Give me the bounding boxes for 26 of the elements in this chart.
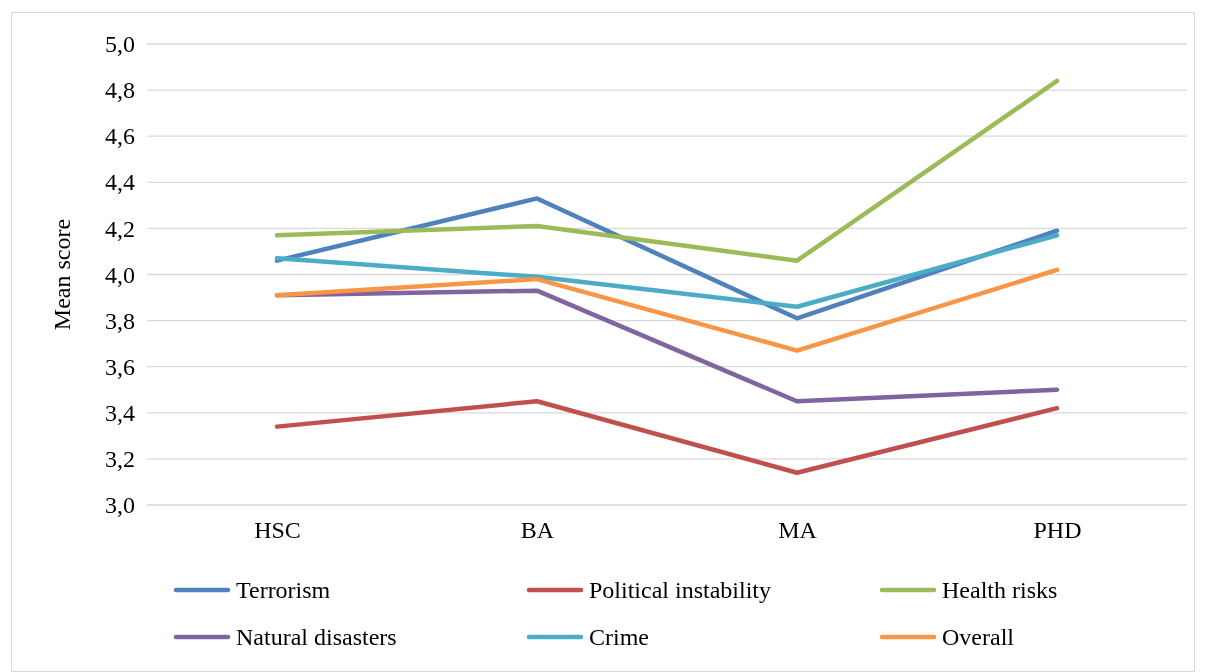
y-tick-label: 4,8 bbox=[105, 77, 135, 104]
y-tick-label: 3,2 bbox=[105, 446, 135, 473]
y-tick-label: 3,8 bbox=[105, 307, 135, 334]
legend-label: Overall bbox=[942, 624, 1015, 651]
y-tick-label: 4,4 bbox=[105, 169, 135, 196]
legend-label: Health risks bbox=[942, 577, 1058, 604]
y-tick-label: 3,4 bbox=[105, 399, 135, 426]
y-tick-label: 4,6 bbox=[105, 123, 135, 150]
x-tick-label: HSC bbox=[254, 517, 301, 544]
y-tick-label: 4,2 bbox=[105, 215, 135, 242]
y-tick-label: 3,0 bbox=[105, 492, 135, 519]
x-tick-label: MA bbox=[778, 517, 818, 544]
legend-label: Crime bbox=[589, 624, 649, 651]
y-axis-title: Mean score bbox=[49, 218, 75, 331]
line-series bbox=[274, 399, 1060, 475]
legend-label: Natural disasters bbox=[236, 624, 397, 651]
x-tick-label: BA bbox=[520, 517, 555, 544]
line-series bbox=[274, 267, 1060, 353]
y-tick-label: 4,0 bbox=[105, 261, 135, 288]
line-series bbox=[274, 233, 1060, 310]
legend-label: Terrorism bbox=[236, 577, 331, 604]
line-series bbox=[274, 78, 1060, 263]
y-tick-label: 5,0 bbox=[105, 31, 135, 58]
y-tick-label: 3,6 bbox=[105, 353, 135, 380]
x-tick-label: PHD bbox=[1033, 517, 1082, 544]
legend-label: Political instability bbox=[589, 577, 771, 604]
